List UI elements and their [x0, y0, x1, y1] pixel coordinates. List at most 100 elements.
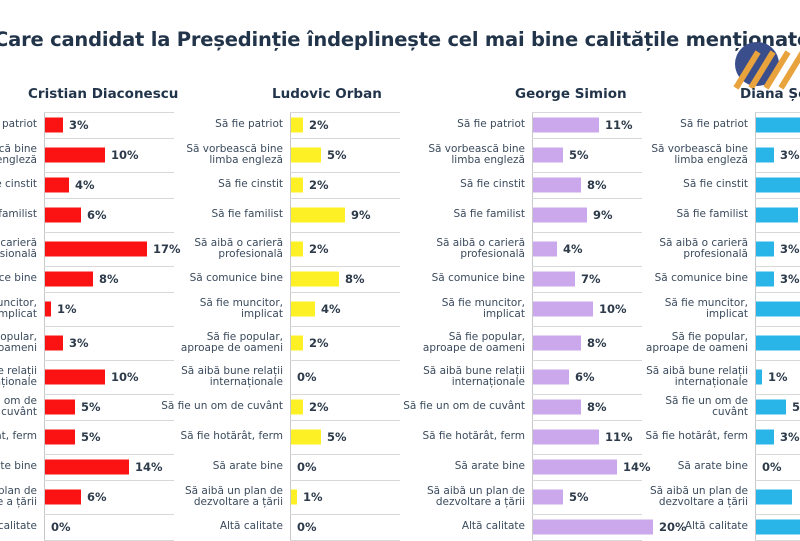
bar: [756, 271, 774, 287]
bar-plot-area: 17%: [44, 232, 181, 266]
bar-value-label: 8%: [345, 272, 365, 286]
bar-plot-area: 3%: [755, 232, 800, 266]
gridline: [290, 360, 400, 361]
bar-row: Să fie familist 9%: [160, 198, 400, 232]
bar: [533, 177, 581, 193]
bar-row: Altă calitate 0%: [160, 514, 400, 540]
bar-rows: Să fie patriot Să vorbească bine limba eng…: [645, 112, 800, 541]
gridline: [290, 514, 400, 515]
bar-plot-area: 2%: [290, 172, 400, 198]
bar-plot-area: 0%: [290, 514, 400, 540]
bar-row: Să fie muncitor, implicat 10%: [402, 292, 642, 326]
bar-value-label: 3%: [69, 336, 89, 350]
panel-cristian-diaconescu: Cristian Diaconescu Să fie patriot 3% Să v…: [0, 86, 181, 541]
bar-row: Să arate bine 14%: [0, 454, 174, 480]
bar-plot-area: [755, 172, 800, 198]
gridline: [44, 514, 174, 515]
category-label: Să fie patriot: [215, 118, 283, 131]
bar-row: Să aibă un plan de dezvoltare a țării: [645, 480, 800, 514]
bar: [533, 271, 575, 287]
category-label: Să fie cinstit: [683, 178, 748, 191]
bar: [533, 207, 587, 223]
bar-value-label: 1%: [768, 370, 788, 384]
bar: [533, 489, 563, 505]
bar-value-label: 11%: [605, 430, 633, 444]
bar-value-label: 2%: [309, 118, 329, 132]
category-label: Să fie familist: [0, 208, 37, 221]
bar-row: Să fie popular, aproape de oameni 8%: [402, 326, 642, 360]
bar-plot-area: 1%: [44, 292, 174, 326]
gridline: [290, 112, 400, 113]
bar-row: Să fie familist: [645, 198, 800, 232]
bar-row: Să fie muncitor, implicat 4%: [160, 292, 400, 326]
bar: [45, 369, 105, 385]
gridline: [532, 480, 642, 481]
gridline: [44, 198, 174, 199]
bar-value-label: 14%: [135, 460, 163, 474]
bar-row: Să fie hotărât, ferm 11%: [402, 420, 642, 454]
bar-plot-area: 6%: [44, 198, 174, 232]
gridline: [44, 266, 174, 267]
bar-row: Să fie hotărât, ferm 5%: [160, 420, 400, 454]
bar-plot-area: 5%: [290, 420, 400, 454]
bar-row: Să aibă bune relații internaționale 1%: [645, 360, 800, 394]
panel-title: George Simion: [515, 86, 627, 102]
bar: [291, 177, 303, 193]
gridline: [532, 232, 642, 233]
bar: [291, 489, 297, 505]
category-label: Să fie cinstit: [0, 178, 37, 191]
bar-value-label: 4%: [563, 242, 583, 256]
bar-row: Să fie popular,aproape de oameni 3%: [0, 326, 174, 360]
bar-plot-area: 2%: [290, 112, 400, 138]
gridline: [44, 232, 174, 233]
bar-value-label: 4%: [75, 178, 95, 192]
bar-row: Altă calitate 0%: [0, 514, 174, 540]
bar-row: Altă calitate: [645, 514, 800, 540]
bar: [756, 241, 774, 257]
gridline: [44, 172, 174, 173]
bar-row: Să fie hotărât, ferm 3%: [645, 420, 800, 454]
bar-plot-area: 0%: [290, 360, 400, 394]
bar-plot-area: 6%: [44, 480, 174, 514]
bar-row: Să arate bine 14%: [402, 454, 651, 480]
bar-row: Să aibă bune relații internaționale 0%: [160, 360, 400, 394]
bar: [756, 117, 800, 133]
category-label: Altă calitate: [684, 520, 748, 533]
category-label: Să comunice bine: [431, 272, 525, 285]
bar-plot-area: 4%: [290, 292, 400, 326]
bar: [291, 335, 303, 351]
gridline: [755, 112, 800, 113]
bar-row: Să fie patriot 11%: [402, 112, 642, 138]
category-label: Să fie popular,aproape de oameni: [422, 330, 525, 354]
bar: [533, 301, 593, 317]
bar-plot-area: 8%: [290, 266, 400, 292]
bar-plot-area: [755, 112, 800, 138]
bar: [45, 489, 81, 505]
bar: [756, 489, 792, 505]
bar-value-label: 3%: [780, 430, 800, 444]
bar-row: Să comunice bine 8%: [0, 266, 174, 292]
bar-value-label: 3%: [780, 242, 800, 256]
bar-value-label: 0%: [297, 520, 317, 534]
bar-plot-area: 9%: [290, 198, 400, 232]
bar-row: Să vorbească bine limba engleză 5%: [402, 138, 642, 172]
gridline: [532, 360, 642, 361]
bar-row: Să fie patriot 2%: [160, 112, 400, 138]
bar-plot-area: 4%: [44, 172, 174, 198]
bar-plot-area: 3%: [44, 112, 174, 138]
bar: [45, 429, 75, 445]
bar: [533, 459, 617, 475]
gridline: [532, 138, 642, 139]
bar: [533, 429, 599, 445]
bar-row: Să fie patriot: [645, 112, 800, 138]
bar-value-label: 9%: [593, 208, 613, 222]
bar-plot-area: 5%: [532, 480, 642, 514]
bar-value-label: 3%: [780, 148, 800, 162]
logo-stripes-icon: [733, 50, 800, 90]
gridline: [290, 138, 400, 139]
category-label: Să fie familist: [453, 208, 525, 221]
